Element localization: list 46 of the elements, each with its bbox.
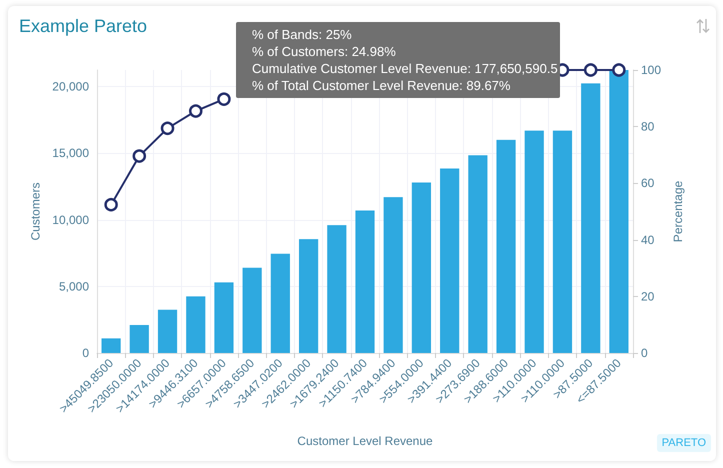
bar: [242, 268, 262, 353]
point: [189, 104, 202, 118]
y2-tick-label: 80: [641, 120, 655, 134]
text: % of Customers: 24.98%: [252, 43, 397, 60]
point: [160, 122, 174, 136]
bar: [298, 239, 318, 353]
y2-tick-label: 60: [641, 176, 655, 190]
y2-tick-label: 0: [641, 346, 648, 360]
bar: [412, 182, 432, 353]
y-tick-label: 0: [82, 346, 90, 360]
bar: [384, 197, 403, 353]
y2-tick-label: 40: [641, 232, 655, 247]
text: % of Bands: 25%: [252, 26, 353, 43]
annotation: Cumulative Customer Level Revenue: 177,650,590.5: [252, 60, 559, 77]
bar: [552, 130, 572, 353]
bar: [158, 310, 178, 353]
bar: [214, 282, 234, 353]
text: PARETO: [656, 434, 711, 452]
y2-tick-label: 20: [641, 289, 655, 304]
x-axis-title: Customer Level Revenue: [297, 434, 434, 448]
point: [584, 63, 598, 77]
point: [132, 149, 146, 163]
bar: [186, 296, 206, 353]
bar: [270, 254, 290, 353]
y-tick-label: 15,000: [52, 146, 90, 160]
bar: [102, 338, 121, 353]
bar: [440, 168, 460, 353]
bar: [327, 225, 346, 353]
bar: [130, 325, 149, 353]
point: [217, 92, 231, 106]
bar: [524, 130, 544, 353]
bar: [581, 83, 600, 353]
point: [612, 63, 626, 77]
y2-axis-title: Percentage: [670, 180, 685, 242]
y-tick-label: 10,000: [52, 212, 90, 227]
bar: [468, 155, 488, 353]
y-tick-label: 20,000: [52, 80, 90, 94]
y-axis-title: Customers: [28, 182, 42, 241]
y2-tick-label: 100: [641, 63, 662, 77]
chart-title: Example Pareto: [19, 16, 148, 36]
bar: [609, 70, 628, 353]
bar: [355, 210, 375, 353]
y-tick-label: 5,000: [58, 279, 90, 294]
point: [104, 198, 118, 212]
bar: [496, 140, 516, 353]
annotation: % of Total Customer Level Revenue: 89.67%: [252, 77, 512, 94]
